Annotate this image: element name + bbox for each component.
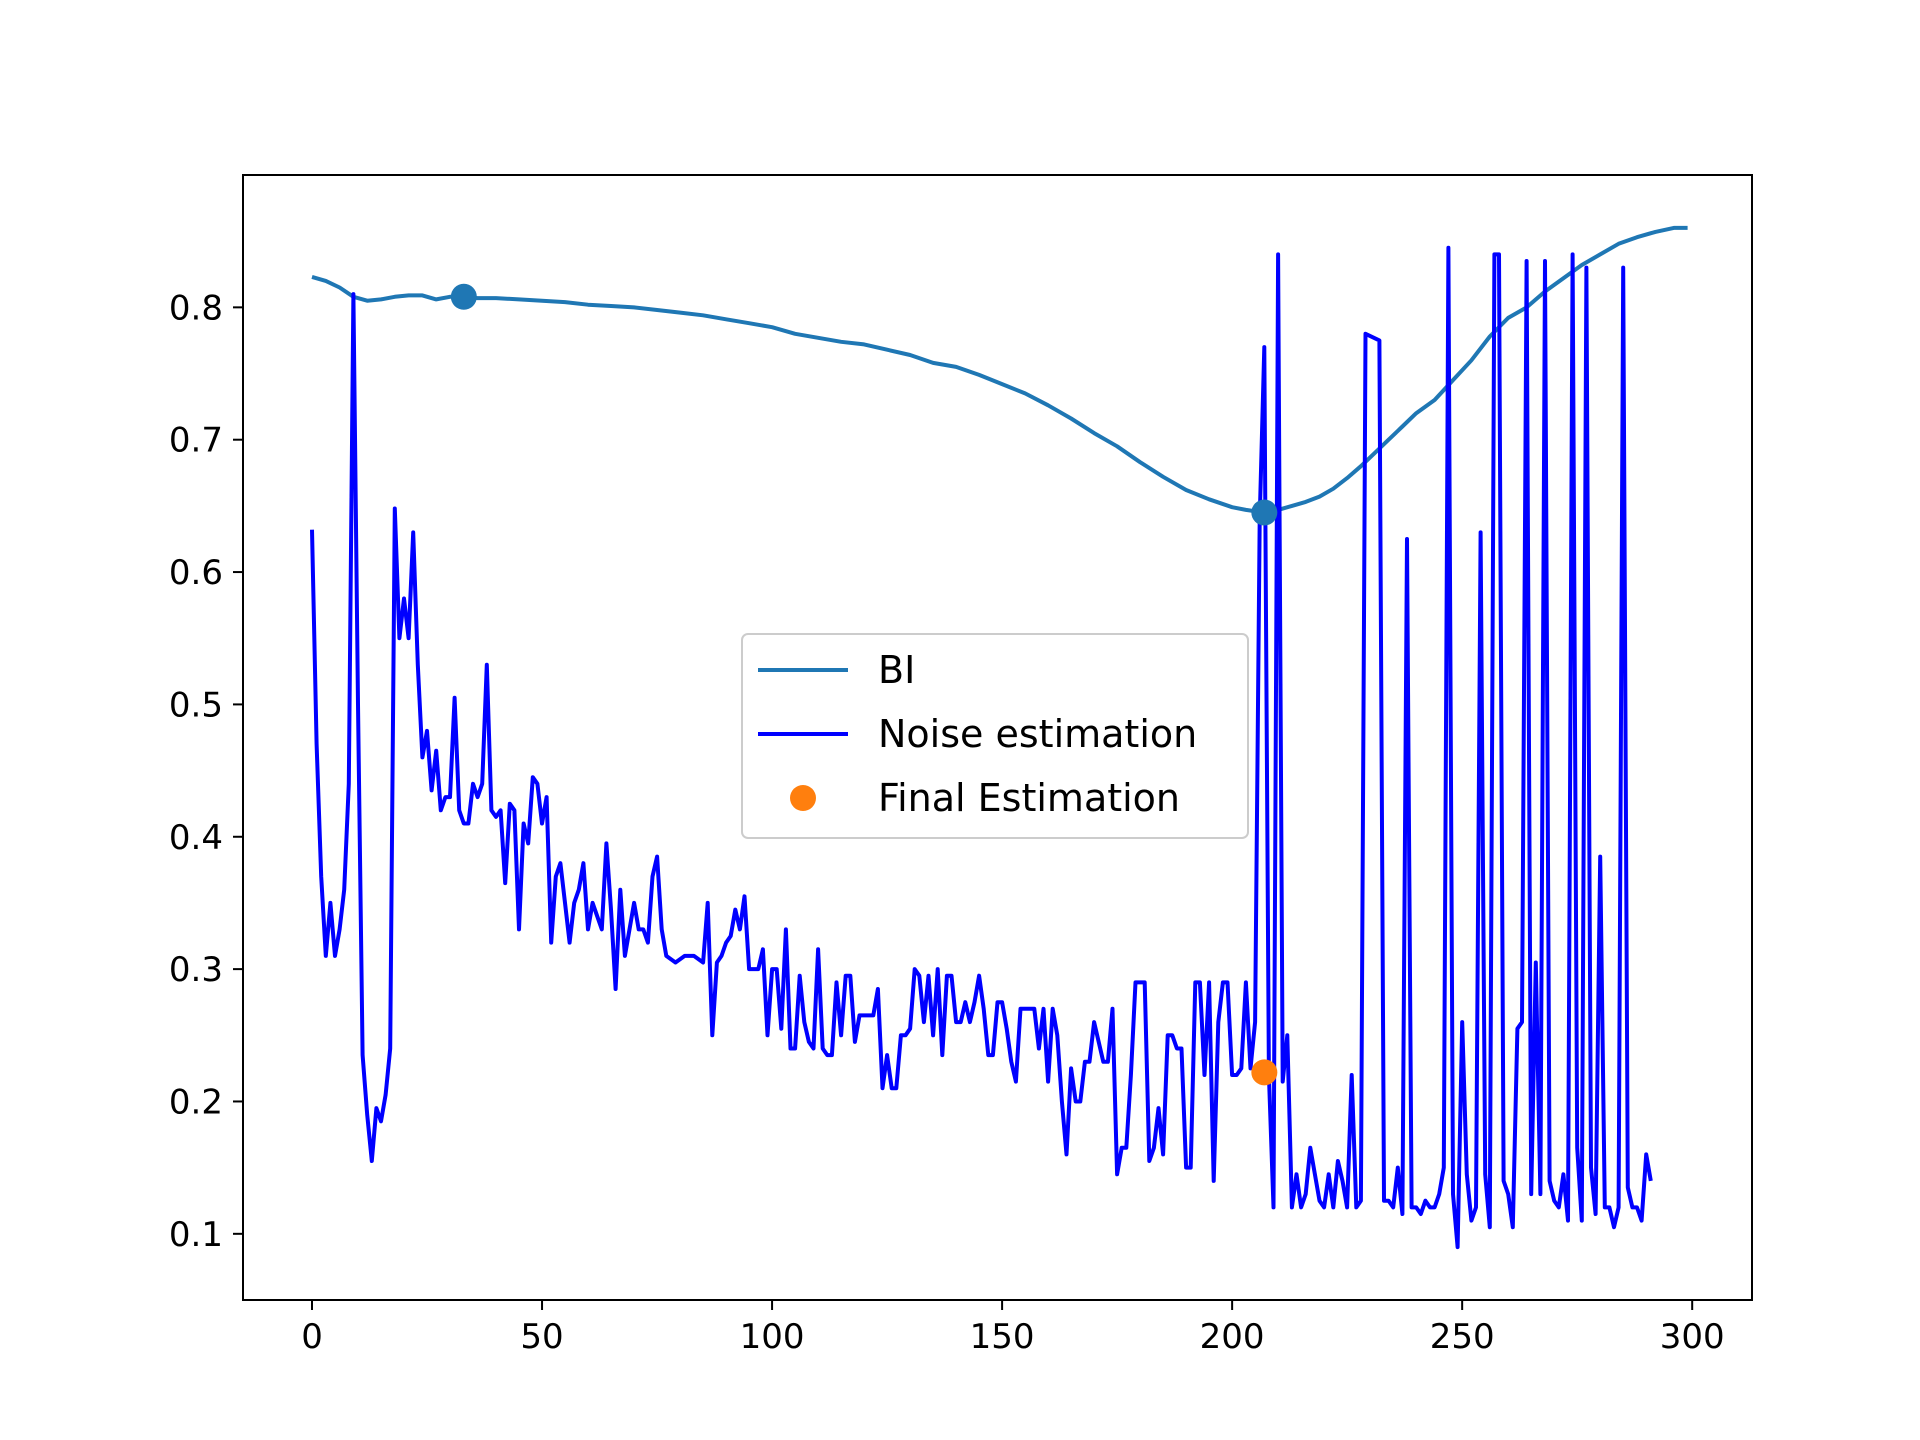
y-tick-label: 0.1 — [169, 1215, 223, 1255]
bi-marker-point — [450, 283, 477, 310]
bi-marker-point — [1251, 499, 1278, 526]
legend: BI Noise estimation Final Estimation — [741, 633, 1249, 839]
legend-label-noise: Noise estimation — [878, 712, 1197, 756]
x-tick-label: 50 — [520, 1317, 563, 1357]
x-tick-label: 250 — [1430, 1317, 1495, 1357]
bi-series-line — [311, 225, 1688, 515]
y-tick-label: 0.7 — [169, 421, 223, 461]
y-tick-label: 0.4 — [169, 818, 223, 858]
legend-label-final: Final Estimation — [878, 776, 1180, 820]
axes-frame — [242, 174, 1753, 1301]
plot-area: 0 50 100 150 200 250 300 0.1 0.2 0.3 0.4 0.5 0.6 0.7 0… — [169, 174, 1753, 1357]
noise-estimation-series-line — [310, 245, 1653, 1250]
y-tick-label: 0.6 — [169, 553, 223, 593]
x-tick-label: 150 — [970, 1317, 1035, 1357]
legend-label-bi: BI — [878, 648, 915, 692]
x-tick-label: 200 — [1200, 1317, 1265, 1357]
y-tick-label: 0.8 — [169, 288, 223, 328]
legend-box — [741, 633, 1249, 839]
x-tick-label: 300 — [1660, 1317, 1725, 1357]
y-tick-label: 0.5 — [169, 685, 223, 725]
y-tick-label: 0.3 — [169, 950, 223, 990]
final-estimation-point — [1251, 1059, 1278, 1086]
x-tick-label: 0 — [301, 1317, 323, 1357]
y-tick-label: 0.2 — [169, 1082, 223, 1122]
x-tick-label: 100 — [740, 1317, 805, 1357]
legend-dot-final — [790, 785, 816, 811]
